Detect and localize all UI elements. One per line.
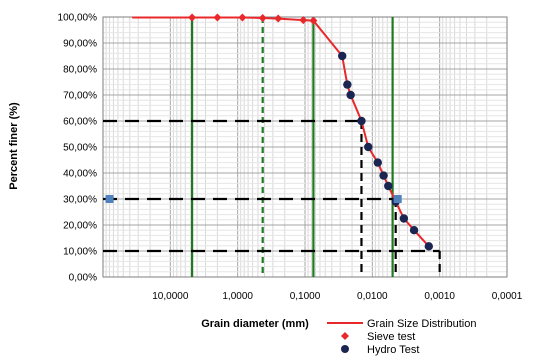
y-tick-label: 40,00% — [63, 169, 97, 180]
sieve-test-point — [258, 14, 267, 23]
legend-label: Grain Size Distribution — [367, 318, 476, 330]
x-tick-label: 0,0100 — [357, 291, 388, 302]
reference-lines — [103, 17, 441, 277]
y-axis-title: Percent finer (%) — [8, 102, 20, 190]
data-series — [105, 13, 434, 251]
sieve-test-point — [299, 16, 308, 25]
hydro-test-point — [364, 142, 373, 152]
x-axis-title: Grain diameter (mm) — [201, 318, 309, 330]
sieve-test-point — [213, 13, 222, 22]
x-tick-label: 0,1000 — [290, 291, 321, 302]
x-tick-label: 1,0000 — [222, 291, 253, 302]
legend-label: Hydro Test — [367, 344, 419, 356]
hydro-test-point — [346, 90, 355, 100]
x-tick-label: 0,0010 — [424, 291, 455, 302]
sieve-test-point — [274, 14, 283, 23]
y-tick-label: 50,00% — [63, 143, 97, 154]
x-tick-label: 0,0001 — [492, 291, 523, 302]
hydro-test-point — [399, 214, 409, 223]
square-marker — [105, 195, 114, 203]
y-tick-label: 100,00% — [58, 13, 98, 24]
y-tick-label: 80,00% — [63, 65, 97, 76]
y-tick-label: 70,00% — [63, 91, 97, 102]
square-marker — [393, 195, 402, 203]
hydro-test-point — [373, 158, 382, 167]
hydro-test-point — [384, 181, 393, 191]
hydro-test-point — [357, 116, 366, 126]
hydro-test-point — [338, 51, 347, 61]
hydro-test-point — [379, 171, 388, 180]
hydro-test-point — [343, 80, 352, 89]
y-tick-label: 30,00% — [63, 195, 97, 206]
sieve-test-point — [309, 16, 318, 25]
x-tick-labels: 10,0000 1,0000 0,1000 0,0100 0,0010 0,0001 — [152, 291, 522, 302]
plot-area-frame — [102, 16, 508, 278]
hydro-test-point — [409, 226, 419, 235]
y-tick-label: 90,00% — [63, 39, 97, 50]
sieve-test-point — [188, 13, 197, 22]
y-tick-label: 0,00% — [69, 273, 97, 284]
y-tick-label: 10,00% — [63, 247, 97, 258]
grid — [103, 16, 508, 278]
hydro-test-point — [424, 242, 434, 251]
legend-swatch-diamond — [341, 332, 349, 340]
legend-swatch-circle — [341, 345, 349, 353]
y-tick-label: 20,00% — [63, 221, 97, 232]
y-tick-labels: 0,00% 10,00% 20,00% 30,00% 40,00% 50,00% 60,00… — [58, 13, 98, 284]
sieve-test-point — [238, 13, 247, 22]
y-tick-label: 60,00% — [63, 117, 97, 128]
legend-label: Sieve test — [367, 331, 415, 343]
x-tick-label: 10,0000 — [152, 291, 189, 302]
